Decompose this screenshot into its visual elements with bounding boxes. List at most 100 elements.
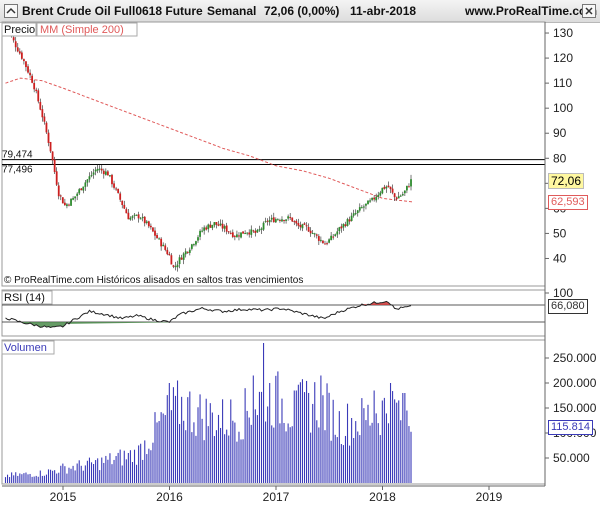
candle-body <box>98 168 101 170</box>
candle-body <box>289 217 292 219</box>
candle-body <box>14 41 17 48</box>
price-panel-label-box <box>1 22 37 37</box>
candle-body <box>25 61 27 68</box>
close-icon[interactable] <box>582 4 596 23</box>
candle-body <box>338 227 341 232</box>
candle-body <box>113 183 115 188</box>
candle-body <box>285 219 287 221</box>
candle-body <box>240 232 242 238</box>
rsi-legend-label: RSI (14) <box>4 292 45 304</box>
candle-body <box>41 109 44 118</box>
x-tick-label: 2019 <box>476 490 503 504</box>
price-tick-label: 40 <box>553 251 567 265</box>
candle-body <box>223 226 226 229</box>
candle-body <box>238 235 240 237</box>
candle-body <box>111 174 113 185</box>
volume-tick-label: 200.000 <box>553 376 597 390</box>
candle-body <box>203 227 206 231</box>
candle-body <box>53 159 56 172</box>
candle-body <box>156 235 158 239</box>
candle-body <box>264 221 267 223</box>
candle-body <box>283 220 285 222</box>
candle-body <box>33 82 36 90</box>
candle-body <box>80 188 83 191</box>
candle-body <box>211 224 214 229</box>
candle-body <box>205 227 208 230</box>
candle-body <box>395 197 398 200</box>
candle-body <box>274 219 277 223</box>
horizontal-level-label: 79,474 <box>2 150 33 161</box>
candle-body <box>276 219 279 221</box>
candle-body <box>344 224 347 227</box>
candle-body <box>193 244 195 246</box>
candle-body <box>168 253 171 256</box>
candle-body <box>37 90 40 102</box>
candle-body <box>45 122 48 133</box>
candle-body <box>209 224 212 228</box>
candle-body <box>322 240 324 244</box>
candle-body <box>317 236 320 241</box>
candle-body <box>70 198 72 206</box>
candle-body <box>172 265 175 267</box>
candle-body <box>186 251 189 253</box>
toggle-icon[interactable] <box>4 4 18 23</box>
candle-body <box>158 238 160 240</box>
candle-body <box>391 188 394 193</box>
candle-body <box>360 207 363 209</box>
candle-body <box>410 179 412 187</box>
candle-body <box>63 202 66 206</box>
volume-tick-label: 150.000 <box>553 401 597 415</box>
candle-body <box>233 236 236 238</box>
candle-body <box>215 222 218 225</box>
horizontal-level-label: 77,496 <box>2 165 33 176</box>
candle-body <box>23 59 25 62</box>
candle-body <box>72 198 74 200</box>
candle-body <box>20 52 23 59</box>
candle-body <box>188 249 191 253</box>
candle-body <box>399 195 402 197</box>
candle-body <box>139 218 142 220</box>
candle-body <box>356 210 359 214</box>
website[interactable]: www.ProRealTime.com <box>465 4 598 18</box>
candle-body <box>164 245 167 250</box>
price-tick-label: 90 <box>553 126 567 140</box>
candle-body <box>367 200 369 205</box>
candle-body <box>176 264 179 268</box>
candle-body <box>104 171 107 175</box>
candle-body <box>57 185 60 197</box>
candle-body <box>242 231 244 234</box>
x-axis: 2015 2016 2017 2018 2019 <box>2 485 545 504</box>
volume-tick-label: 250.000 <box>553 351 597 365</box>
candle-body <box>352 213 355 216</box>
candle-body <box>109 175 111 177</box>
candle-body <box>18 51 21 54</box>
candle-body <box>131 216 134 218</box>
candle-body <box>127 212 130 220</box>
candle-body <box>90 175 93 177</box>
candle-body <box>387 185 390 188</box>
candle-body <box>342 224 345 228</box>
candle-body <box>117 188 120 193</box>
candle-body <box>86 179 89 183</box>
candle-body <box>268 220 271 223</box>
candle-body <box>373 197 376 200</box>
candle-body <box>315 234 318 236</box>
price-tick-label: 80 <box>553 151 567 165</box>
candle-body <box>162 244 165 247</box>
candle-body <box>29 72 31 76</box>
candle-body <box>297 222 300 226</box>
candle-body <box>403 190 406 194</box>
candle-body <box>49 141 52 152</box>
candle-body <box>309 230 312 234</box>
candle-body <box>201 230 204 232</box>
candle-body <box>35 89 38 92</box>
candle-body <box>305 225 308 227</box>
candle-body <box>311 233 314 235</box>
candle-body <box>254 230 257 234</box>
candle-body <box>143 216 146 224</box>
date: 11-abr-2018 <box>350 4 417 18</box>
price-panel: 40506070809010011012013079,47477,496Prec… <box>1 21 573 287</box>
candle-body <box>106 171 109 176</box>
candle-body <box>231 232 234 237</box>
candle-body <box>262 222 265 230</box>
